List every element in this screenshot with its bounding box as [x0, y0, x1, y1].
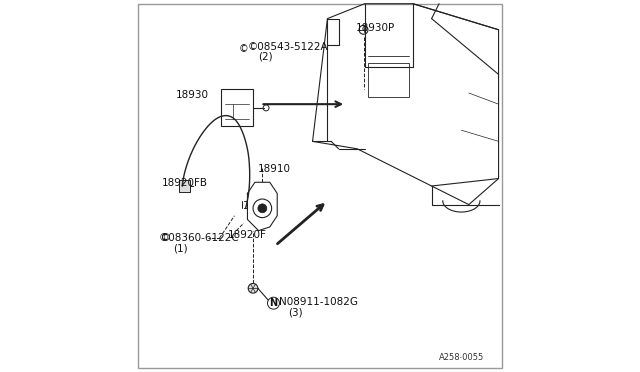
Circle shape	[359, 25, 368, 34]
Text: 18930P: 18930P	[355, 23, 395, 33]
Text: 18920FB: 18920FB	[162, 178, 208, 188]
Bar	[369, 63, 410, 97]
Text: ©: ©	[239, 44, 248, 54]
Text: N: N	[269, 298, 278, 308]
Text: ©: ©	[161, 233, 170, 243]
Text: 18920F: 18920F	[228, 230, 267, 240]
Text: 18910: 18910	[258, 164, 291, 174]
Text: A258⋅0055: A258⋅0055	[439, 353, 484, 362]
Bar	[221, 89, 253, 126]
Text: 18930: 18930	[175, 90, 209, 100]
Circle shape	[258, 204, 267, 213]
Text: (3): (3)	[289, 308, 303, 317]
Circle shape	[263, 105, 269, 111]
Circle shape	[248, 283, 258, 293]
Text: ©08360-6122C: ©08360-6122C	[159, 233, 239, 243]
Text: (1): (1)	[173, 244, 188, 253]
Bar	[179, 180, 190, 192]
Text: N08911-1082G: N08911-1082G	[279, 297, 358, 307]
Text: ©08543-5122A: ©08543-5122A	[248, 42, 328, 51]
Text: (2): (2)	[259, 52, 273, 61]
